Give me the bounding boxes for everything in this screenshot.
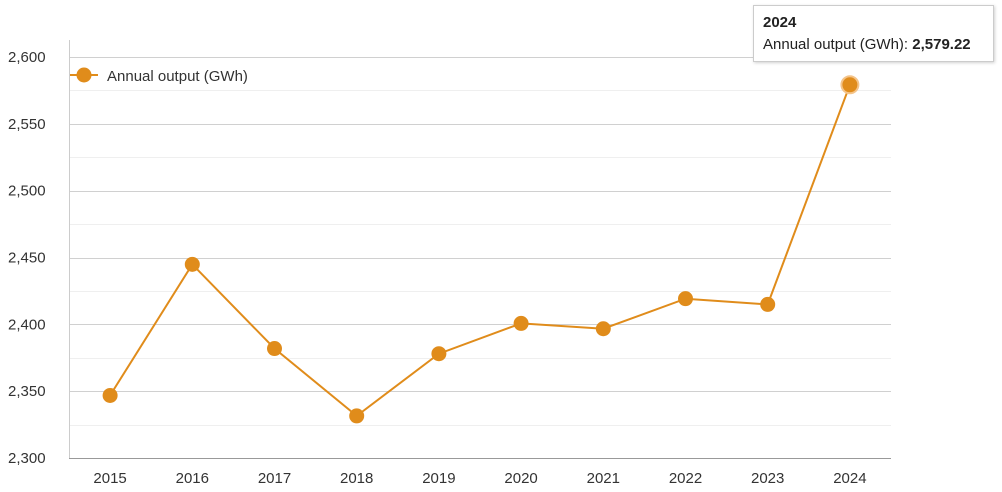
- tooltip: 2024 Annual output (GWh): 2,579.22: [753, 5, 994, 62]
- y-tick-label: 2,300: [8, 450, 46, 467]
- y-axis-tick-labels: 2,300 2,350 2,400 2,450 2,500 2,550 2,600: [8, 49, 46, 467]
- tooltip-series-label: Annual output (GWh):: [763, 36, 909, 53]
- data-point-highlighted[interactable]: [840, 75, 860, 95]
- y-tick-label: 2,400: [8, 316, 46, 333]
- legend[interactable]: Annual output (GWh): [70, 67, 248, 86]
- x-tick-label: 2018: [340, 470, 373, 487]
- x-tick-label: 2022: [669, 470, 702, 487]
- y-tick-label: 2,450: [8, 250, 46, 267]
- x-tick-label: 2019: [422, 470, 455, 487]
- tooltip-title: 2024: [763, 14, 797, 31]
- data-point[interactable]: [431, 346, 447, 362]
- x-tick-label: 2023: [751, 470, 784, 487]
- data-point[interactable]: [513, 315, 529, 331]
- data-point[interactable]: [595, 321, 611, 337]
- tooltip-value: 2,579.22: [912, 36, 971, 53]
- legend-marker-icon: [76, 67, 92, 83]
- data-point[interactable]: [267, 341, 282, 357]
- data-point[interactable]: [102, 387, 118, 403]
- x-axis-tick-labels: 2015 2016 2017 2018 2019 2020 2021 2022 2023 2024: [93, 470, 866, 487]
- y-tick-label: 2,550: [8, 116, 46, 133]
- data-point[interactable]: [184, 256, 200, 272]
- y-tick-label: 2,500: [8, 183, 46, 200]
- data-point[interactable]: [349, 408, 365, 424]
- x-tick-label: 2024: [833, 470, 866, 487]
- x-tick-label: 2020: [504, 470, 537, 487]
- x-tick-label: 2021: [587, 470, 620, 487]
- x-tick-label: 2015: [93, 470, 126, 487]
- tooltip-row: Annual output (GWh): 2,579.22: [763, 36, 993, 53]
- x-tick-label: 2017: [258, 470, 291, 487]
- legend-label: Annual output (GWh): [107, 68, 248, 85]
- data-point[interactable]: [678, 291, 693, 307]
- series-line: [109, 84, 851, 418]
- grid-lines: [69, 57, 891, 426]
- y-tick-label: 2,600: [8, 49, 46, 66]
- data-point[interactable]: [760, 296, 776, 312]
- x-tick-label: 2016: [176, 470, 209, 487]
- y-tick-label: 2,350: [8, 383, 46, 400]
- data-points: [102, 75, 860, 424]
